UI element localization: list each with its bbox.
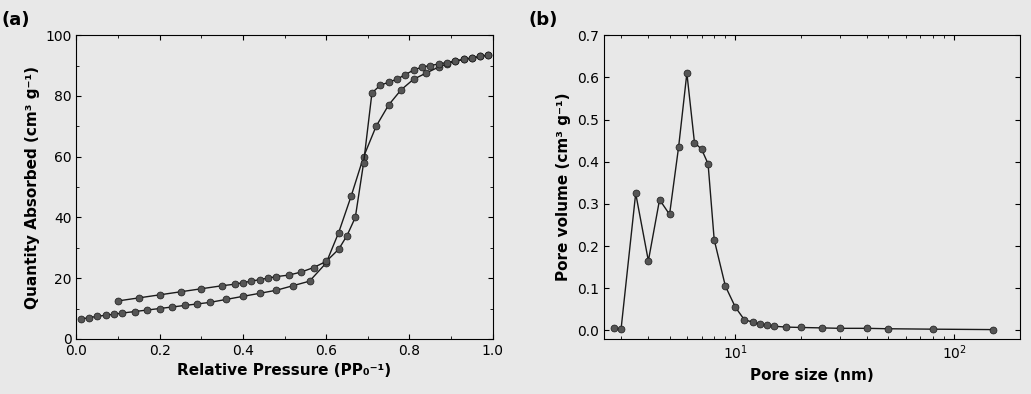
Text: (b): (b) [529,11,558,29]
Y-axis label: Quantity Absorbed (cm³ g⁻¹): Quantity Absorbed (cm³ g⁻¹) [25,65,40,309]
Text: (a): (a) [2,11,30,29]
X-axis label: Relative Pressure (PP₀⁻¹): Relative Pressure (PP₀⁻¹) [177,363,392,378]
X-axis label: Pore size (nm): Pore size (nm) [750,368,873,383]
Y-axis label: Pore volume (cm³ g⁻¹): Pore volume (cm³ g⁻¹) [557,93,571,281]
